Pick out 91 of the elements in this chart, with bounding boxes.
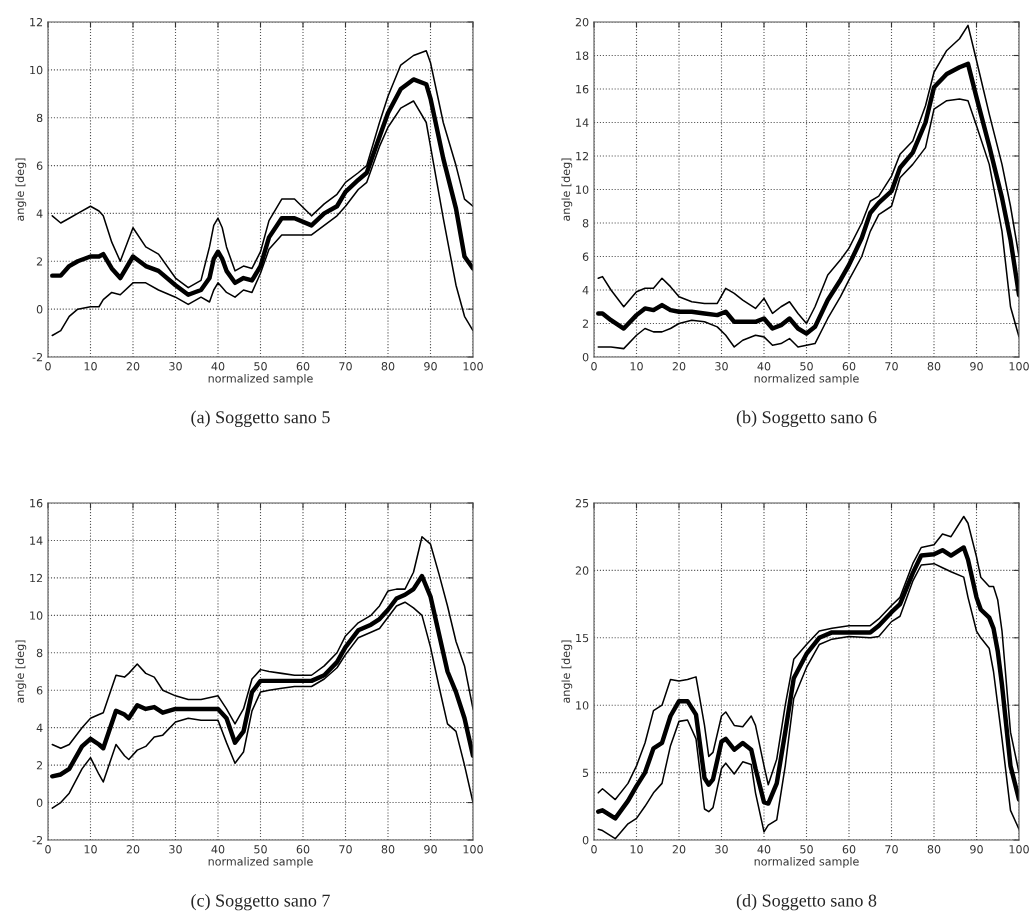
y-tick-label: 4 (36, 209, 43, 218)
x-tick-label: 10 (630, 845, 643, 854)
x-tick-label: 70 (885, 845, 898, 854)
x-tick-label: 70 (339, 845, 352, 854)
y-tick-label: 6 (36, 161, 43, 170)
x-tick-label: 40 (211, 362, 225, 371)
y-tick-label: 10 (576, 701, 589, 710)
x-tick-label: 50 (254, 362, 267, 371)
x-tick-label: 50 (800, 362, 813, 371)
x-tick-label: 50 (254, 845, 267, 854)
y-axis-title: angle [deg] (561, 640, 573, 703)
x-tick-label: 80 (927, 362, 941, 371)
y-tick-label: 16 (30, 498, 43, 508)
y-axis-title: angle [deg] (15, 640, 27, 703)
y-tick-label: 0 (582, 352, 589, 362)
x-tick-label: 30 (169, 845, 182, 854)
y-tick-label: 14 (30, 536, 43, 545)
x-tick-label: 40 (211, 845, 225, 854)
x-tick-label: 20 (672, 845, 686, 854)
x-tick-label: 10 (84, 845, 97, 854)
y-tick-label: 4 (36, 723, 43, 732)
y-tick-label: 12 (30, 573, 43, 583)
x-tick-label: 20 (126, 362, 140, 371)
x-tick-label: 30 (715, 362, 728, 371)
x-tick-label: 90 (970, 362, 983, 371)
x-tick-label: 80 (381, 845, 395, 854)
x-tick-label: 60 (842, 845, 856, 854)
y-tick-label: 12 (576, 151, 589, 161)
text: (a) Soggetto sano 5 (191, 410, 330, 428)
x-tick-label: 30 (715, 845, 728, 854)
y-tick-label: -2 (32, 352, 43, 362)
x-tick-label: 100 (1009, 362, 1029, 371)
y-tick-label: 18 (576, 51, 589, 60)
x-tick-label: 0 (45, 845, 51, 854)
x-tick-label: 100 (1009, 845, 1029, 854)
x-tick-label: 20 (672, 362, 686, 371)
y-tick-label: 20 (575, 566, 589, 575)
x-tick-label: 100 (463, 362, 483, 371)
x-tick-label: 100 (463, 845, 483, 854)
y-tick-label: -2 (32, 835, 43, 845)
x-tick-label: 90 (970, 845, 983, 854)
x-axis-title: normalized sample (754, 857, 859, 868)
x-tick-label: 20 (126, 845, 140, 854)
x-tick-label: 10 (630, 362, 643, 371)
y-tick-label: 14 (576, 118, 589, 127)
y-tick-label: 6 (36, 686, 43, 695)
y-tick-label: 2 (36, 761, 43, 770)
x-tick-label: 0 (45, 362, 51, 371)
y-tick-label: 16 (576, 84, 589, 94)
y-tick-label: 10 (30, 65, 43, 75)
x-tick-label: 50 (800, 845, 813, 854)
y-tick-label: 15 (576, 633, 589, 643)
x-tick-label: 30 (169, 362, 182, 371)
y-tick-label: 4 (582, 286, 589, 295)
y-tick-label: 12 (30, 17, 43, 27)
x-tick-label: 40 (757, 845, 771, 854)
y-tick-label: 2 (582, 319, 589, 328)
y-tick-label: 25 (575, 498, 589, 508)
x-tick-label: 80 (927, 845, 941, 854)
x-tick-label: 70 (339, 362, 352, 371)
x-tick-label: 0 (591, 845, 597, 854)
y-tick-label: 8 (36, 113, 43, 123)
text: (d) Soggetto sano 8 (736, 893, 877, 911)
y-axis-title: angle [deg] (561, 158, 573, 221)
x-tick-label: 90 (424, 362, 437, 371)
x-axis-title: normalized sample (208, 374, 313, 385)
y-tick-label: 5 (582, 768, 589, 777)
y-tick-label: 10 (576, 185, 589, 194)
x-tick-label: 70 (885, 362, 898, 371)
x-tick-label: 60 (296, 362, 310, 371)
x-tick-label: 80 (381, 362, 395, 371)
y-tick-label: 0 (36, 305, 43, 314)
y-tick-label: 0 (36, 798, 43, 807)
y-tick-label: 8 (582, 218, 589, 228)
x-tick-label: 0 (591, 362, 597, 371)
x-tick-label: 40 (757, 362, 771, 371)
x-tick-label: 60 (296, 845, 310, 854)
y-tick-label: 10 (30, 611, 43, 620)
x-axis-title: normalized sample (754, 374, 859, 385)
text: (c) Soggetto sano 7 (191, 893, 330, 911)
y-tick-label: 8 (36, 648, 43, 658)
x-tick-label: 60 (842, 362, 856, 371)
y-tick-label: 2 (36, 257, 43, 266)
x-tick-label: 90 (424, 845, 437, 854)
y-axis-title: angle [deg] (15, 158, 27, 221)
x-tick-label: 10 (84, 362, 97, 371)
y-tick-label: 6 (582, 252, 589, 261)
x-axis-title: normalized sample (208, 857, 313, 868)
y-tick-label: 0 (582, 835, 589, 845)
text: (b) Soggetto sano 6 (736, 410, 877, 428)
y-tick-label: 20 (575, 17, 589, 27)
